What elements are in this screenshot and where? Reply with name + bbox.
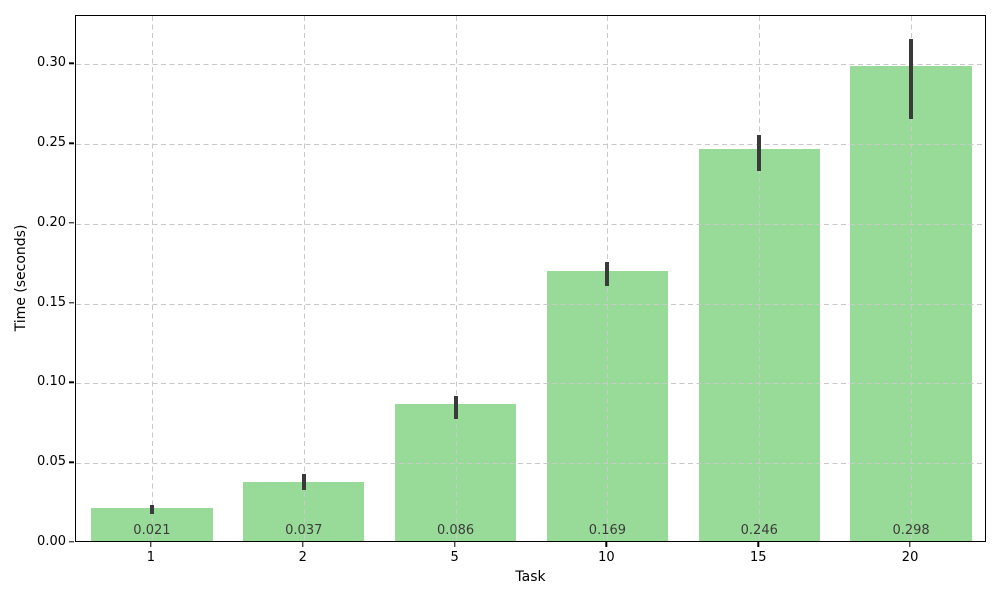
bar [698, 148, 820, 541]
x-tick-mark [302, 542, 304, 547]
x-tick-label: 1 [146, 550, 156, 565]
horizontal-gridline [76, 64, 985, 66]
bar [546, 271, 669, 541]
x-tick-label: 15 [749, 550, 767, 565]
error-bar [605, 262, 610, 287]
vertical-gridline [759, 16, 761, 541]
error-bar [909, 38, 914, 119]
y-tick-label: 0.10 [37, 374, 66, 390]
x-tick-mark [150, 542, 152, 547]
horizontal-gridline [76, 383, 985, 385]
y-tick-label: 0.20 [37, 214, 66, 230]
x-axis-label: Task [515, 569, 546, 585]
vertical-gridline [151, 16, 153, 541]
y-tick-label: 0.00 [37, 534, 66, 549]
y-tick-mark [69, 301, 74, 304]
y-axis-label: Time (seconds) [13, 224, 29, 332]
x-tick-mark [757, 542, 759, 547]
horizontal-gridline [76, 463, 985, 465]
vertical-gridline [455, 16, 457, 541]
bar-value-label: 0.037 [285, 523, 323, 538]
y-tick-mark [69, 62, 74, 65]
x-tick-label: 20 [901, 550, 919, 565]
x-tick-label: 10 [598, 550, 615, 565]
bar-value-label: 0.298 [892, 523, 930, 538]
y-tick-label: 0.05 [37, 454, 66, 470]
horizontal-gridline [76, 144, 985, 146]
error-bar [453, 396, 458, 419]
error-bar [149, 504, 154, 515]
bar [243, 481, 365, 541]
bar-value-label: 0.086 [436, 523, 475, 538]
vertical-gridline [303, 16, 305, 541]
x-tick-mark [453, 542, 456, 547]
y-tick-mark [69, 541, 74, 543]
bar [394, 403, 517, 541]
x-tick-label: 2 [298, 550, 307, 565]
y-tick-label: 0.30 [37, 55, 66, 71]
y-tick-label: 0.25 [37, 135, 66, 151]
x-tick-label: 5 [450, 550, 459, 565]
horizontal-gridline [76, 223, 985, 225]
y-tick-mark [69, 461, 74, 463]
bar-value-label: 0.021 [133, 523, 171, 538]
plot-area: 0.021 0.037 0.086 0.169 0.246 0.298 [75, 15, 986, 542]
vertical-gridline [911, 16, 913, 541]
y-tick-mark [69, 381, 74, 384]
y-tick-label: 0.15 [37, 294, 66, 310]
horizontal-gridline [76, 303, 985, 305]
error-bar [757, 134, 762, 172]
bar-value-label: 0.246 [740, 523, 778, 538]
error-bar [301, 474, 306, 491]
y-tick-mark [69, 142, 74, 144]
x-tick-mark [909, 542, 911, 547]
y-tick-mark [69, 222, 74, 224]
x-tick-mark [605, 542, 608, 547]
bar-value-label: 0.169 [588, 523, 627, 538]
